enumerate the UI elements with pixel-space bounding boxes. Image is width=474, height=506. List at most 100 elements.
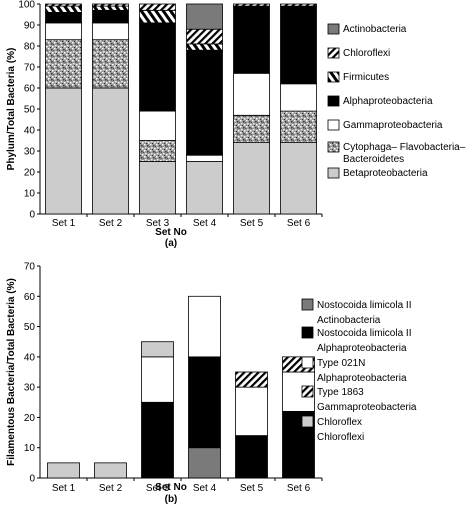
bar-segment-chloroflexi (139, 3, 176, 11)
legend-swatch-actinobacteria (327, 23, 340, 35)
x-tick-label: Set 3 (146, 483, 170, 494)
x-tick-label: Set 1 (52, 218, 76, 229)
legend-swatch-betaproteobacteria (327, 167, 340, 179)
bar-segment-alphaproteobacteria (186, 49, 223, 156)
bar-segment-gammaproteobacteria (186, 154, 223, 162)
y-tick-label: 40 (24, 126, 36, 137)
legend-swatch-nostocoida-limicola-ii-actinobacteria (301, 298, 314, 311)
bar-segment-type-021n-alphaproteobacteria (235, 386, 268, 436)
bar-segment-alphaproteobacteria (92, 9, 129, 24)
bar-segment-type-1863-gammaproteobacteria (235, 371, 268, 388)
bar-segment-alphaproteobacteria (233, 5, 270, 74)
legend-label-alphaproteobacteria: Alphaproteobacteria (343, 96, 433, 107)
y-tick-label: 10 (24, 443, 36, 454)
bar-segment-chloroflexi (45, 3, 82, 7)
x-tick-label: Set 5 (240, 218, 264, 229)
x-tick-label: Set 6 (287, 218, 311, 229)
y-tick-label: 30 (24, 147, 36, 158)
legend-label-gammaproteobacteria: Gammaproteobacteria (343, 120, 443, 131)
bar-segment-chloroflexi (92, 3, 129, 7)
x-tick-label: Set 4 (193, 483, 217, 494)
legend-swatch-chloroflexi (301, 415, 314, 428)
legend-label-betaproteobacteria: Betaproteobacteria (343, 168, 428, 179)
bar-segment-betaproteobacteria (92, 87, 129, 215)
y-tick-label: 0 (29, 210, 35, 221)
bar-segment-nostocoida-limicola-ii-alphaproteobacteria (141, 401, 174, 479)
legend-swatch-cytophaga-flavobacteria-bacteroidetes (327, 141, 340, 153)
legend-label-type-021n-alphaproteobacteria: Type 021N Alphaproteobacteria (317, 358, 407, 384)
bar-segment-nostocoida-limicola-ii-alphaproteobacteria (235, 435, 268, 479)
bar-segment-chloroflexi (47, 462, 80, 479)
y-tick-label: 60 (24, 84, 36, 95)
bar-segment-firmicutes (186, 43, 223, 51)
y-tick-label: 30 (24, 383, 36, 394)
legend-label-chloroflexi: Chloroflexi (343, 48, 390, 59)
bar-segment-cytophaga-flavobacteria-bacteroidetes (233, 114, 270, 144)
y-tick-label: 70 (24, 262, 36, 273)
legend-swatch-firmicutes (327, 71, 340, 83)
x-tick-label: Set 2 (99, 218, 123, 229)
bar-segment-gammaproteobacteria (139, 110, 176, 141)
y-tick-label: 40 (24, 352, 36, 363)
y-tick-label: 50 (24, 322, 36, 333)
bar-segment-alphaproteobacteria (45, 11, 82, 24)
bar-segment-gammaproteobacteria (92, 22, 129, 41)
panel-label: (b) (165, 494, 178, 505)
bar-segment-nostocoida-limicola-ii-actinobacteria (188, 447, 221, 479)
bar-segment-gammaproteobacteria (233, 72, 270, 116)
y-tick-label: 10 (24, 189, 36, 200)
y-tick-label: 80 (24, 42, 36, 53)
legend-swatch-type-1863-gammaproteobacteria (301, 385, 314, 398)
bar-segment-betaproteobacteria (139, 161, 176, 215)
y-tick-label: 0 (29, 474, 35, 485)
y-tick-label: 50 (24, 105, 36, 116)
bar-segment-chloroflexi (233, 3, 270, 7)
x-axis-label: Set No (155, 227, 187, 238)
bar-segment-cytophaga-flavobacteria-bacteroidetes (280, 110, 317, 143)
bar-segment-chloroflexi (186, 28, 223, 45)
x-tick-label: Set 1 (52, 483, 76, 494)
bar-segment-betaproteobacteria (233, 142, 270, 215)
legend-label-nostocoida-limicola-ii-alphaproteobacteria: Nostocoida limicola II Alphaproteobacteri… (317, 328, 411, 354)
bar-segment-chloroflexi (141, 341, 174, 358)
bar-segment-alphaproteobacteria (139, 22, 176, 112)
bar-segment-cytophaga-flavobacteria-bacteroidetes (92, 39, 129, 89)
bar-segment-type-021n-alphaproteobacteria (188, 295, 221, 358)
y-tick-label: 20 (24, 413, 36, 424)
bar-segment-firmicutes (139, 9, 176, 24)
legend-swatch-alphaproteobacteria (327, 95, 340, 107)
bar-segment-cytophaga-flavobacteria-bacteroidetes (45, 39, 82, 89)
chart-panel-b: 0 10 20 30 40 50 60 70 Set 1 Set 2 Set 3 Set 4 Set 5… (6, 262, 417, 506)
bar-segment-gammaproteobacteria (45, 22, 82, 41)
legend-swatch-nostocoida-limicola-ii-alphaproteobacteria (301, 326, 314, 339)
bar-segment-firmicutes (92, 5, 129, 11)
bar-segment-betaproteobacteria (186, 161, 223, 215)
legend-swatch-gammaproteobacteria (327, 119, 340, 131)
legend-label-firmicutes: Firmicutes (343, 72, 389, 83)
bar-segment-betaproteobacteria (45, 87, 82, 215)
x-tick-label: Set 4 (193, 218, 217, 229)
bar-segment-chloroflexi (280, 3, 317, 7)
bar-segment-alphaproteobacteria (280, 5, 317, 85)
x-tick-label: Set 3 (146, 218, 170, 229)
x-tick-label: Set 2 (99, 483, 123, 494)
panel-label: (a) (165, 238, 177, 249)
bar-segment-actinobacteria (186, 3, 223, 30)
legend-label-cytophaga-flavobacteria-bacteroidetes: Cytophaga– Flavobacteria– Bacteroidetes (343, 142, 466, 165)
bar-segment-gammaproteobacteria (280, 83, 317, 112)
x-axis-label: Set No (155, 482, 187, 493)
bar-segment-firmicutes (45, 5, 82, 13)
y-tick-label: 20 (24, 168, 36, 179)
y-tick-label: 100 (18, 0, 35, 11)
bar-segment-nostocoida-limicola-ii-alphaproteobacteria (188, 356, 221, 449)
legend-label-chloroflexi: Chloroflex Chloroflexi (317, 417, 364, 443)
y-axis-label: Phylum/Total Bacteria (%) (6, 48, 17, 171)
x-tick-label: Set 5 (240, 483, 264, 494)
bar-segment-type-021n-alphaproteobacteria (141, 356, 174, 403)
bar-segment-chloroflexi (94, 462, 127, 479)
y-axis-label: Filamentous Bacteria/Total Bacteria (%) (6, 278, 17, 466)
y-tick-label: 60 (24, 292, 36, 303)
legend-label-type-1863-gammaproteobacteria: Type 1863 Gammaproteobacteria (317, 387, 417, 413)
